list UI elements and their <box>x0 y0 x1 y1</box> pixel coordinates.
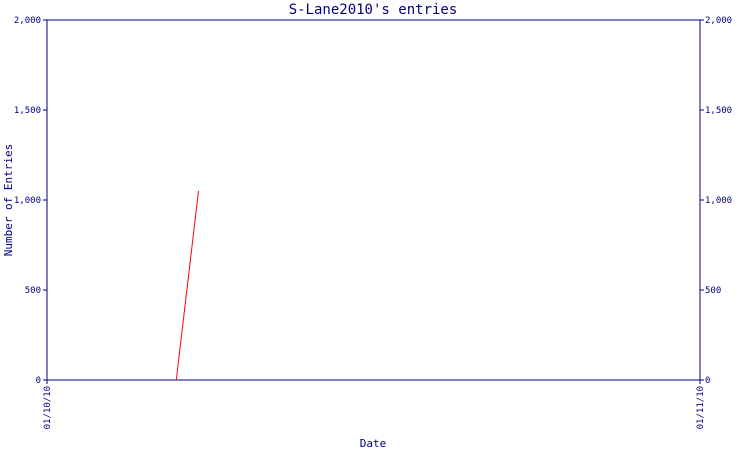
y-tick-label-left: 1,000 <box>14 196 41 206</box>
series-line-0 <box>175 190 199 381</box>
y-tick-label-right: 0 <box>705 376 710 386</box>
y-axis-label: Number of Entries <box>2 144 15 257</box>
plot-frame <box>46 19 701 381</box>
x-tick-label: 01/11/10 <box>696 386 706 429</box>
y-tick-label-right: 2,000 <box>705 16 732 26</box>
y-tick-label-right: 500 <box>705 286 721 296</box>
y-axis-left: 0 500 1,000 1,500 2,000 <box>14 16 47 386</box>
x-axis-label: Date <box>360 437 387 450</box>
x-axis: 01/10/10 01/11/10 <box>43 380 706 429</box>
y-tick-label-left: 0 <box>36 376 41 386</box>
chart-title: S-Lane2010's entries <box>289 2 458 18</box>
y-axis-right: 0 500 1,000 1,500 2,000 <box>700 16 732 386</box>
y-tick-label-left: 1,500 <box>14 106 41 116</box>
y-tick-label-right: 1,500 <box>705 106 732 116</box>
y-tick-label-left: 500 <box>25 286 41 296</box>
x-tick-label: 01/10/10 <box>43 386 53 429</box>
y-tick-label-left: 2,000 <box>14 16 41 26</box>
series-layer <box>175 190 199 381</box>
y-tick-label-right: 1,000 <box>705 196 732 206</box>
